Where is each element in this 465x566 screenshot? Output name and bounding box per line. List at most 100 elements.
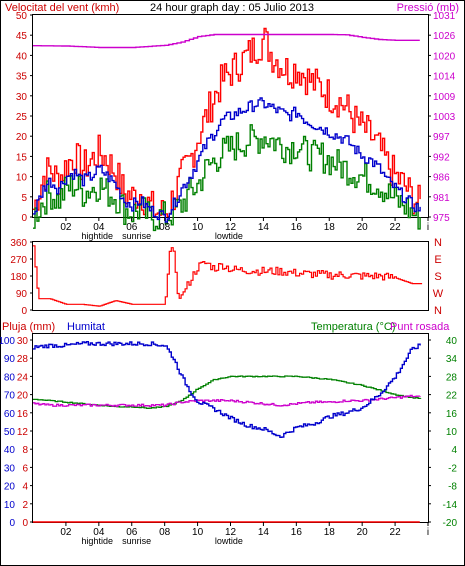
rain-axis-label: Pluja (mm) — [2, 321, 55, 333]
wind-x-tick-label: 12 — [225, 222, 237, 233]
temperature-x-tick-label: 18 — [324, 527, 336, 538]
pressure-tick-label: 1014 — [433, 72, 456, 83]
temperature-tick-label: 10 — [446, 427, 458, 438]
wind-x-tick-label: 08 — [159, 222, 171, 233]
temperature-x-tick-label: 02 — [60, 527, 72, 538]
direction-tick-label: 270 — [10, 255, 27, 266]
pressure-tick-label: 1003 — [433, 112, 456, 123]
temperature-tick-label: 22 — [446, 391, 458, 402]
temperature-x-tick-label: 22 — [390, 527, 402, 538]
wind-tick-label: 25 — [16, 112, 28, 123]
wind-speed-axis-label: Velocitat del vent (kmh) — [5, 2, 119, 14]
rain-tick-label: 16 — [17, 409, 29, 420]
generated-marks: 0510152025303540455097598198699299710031… — [0, 11, 457, 546]
wind-x-annotation: lowtide — [215, 231, 243, 241]
rain-tick-label: 12 — [17, 427, 29, 438]
compass-label: N — [434, 237, 442, 249]
pressure-tick-label: 992 — [433, 152, 450, 163]
wind-tick-label: 40 — [16, 51, 28, 62]
pressure-tick-label: 1026 — [433, 31, 456, 42]
direction-tick-label: 90 — [16, 289, 28, 300]
compass-label: W — [433, 288, 444, 300]
humidity-tick-label: 70 — [4, 391, 16, 402]
temperature-tick-label: -2 — [448, 463, 457, 474]
rain-tick-label: 24 — [17, 372, 29, 383]
wind-tick-label: 15 — [16, 152, 28, 163]
pressure-tick-label: 1009 — [433, 92, 456, 103]
temperature-tick-label: -8 — [448, 482, 457, 493]
wind-tick-label: 20 — [16, 132, 28, 143]
wind-tick-label: 45 — [16, 31, 28, 42]
chart-title: 24 hour graph day : 05 Julio 2013 — [150, 2, 314, 14]
wind-min-line — [33, 124, 421, 232]
dewpoint-line — [33, 394, 421, 407]
humidity-tick-label: 80 — [4, 372, 16, 383]
temperature-x-tick-label: 20 — [357, 527, 369, 538]
temperature-x-annotation: hightide — [81, 536, 113, 546]
temperature-x-tick-label: 14 — [258, 527, 270, 538]
pressure-line — [33, 33, 420, 49]
temperature-x-tick-label: 08 — [159, 527, 171, 538]
temperature-axis-label: Temperatura (°C) — [311, 321, 395, 333]
wind-x-tick-label: 18 — [324, 222, 336, 233]
wind-tick-label: 5 — [21, 193, 27, 204]
temperature-tick-label: 40 — [446, 336, 458, 347]
rain-tick-label: 6 — [22, 463, 28, 474]
dewpoint-axis-label: Punt rosada — [390, 321, 450, 333]
pressure-tick-label: 981 — [433, 193, 450, 204]
wind-x-tick-label: 06 — [126, 222, 138, 233]
direction-tick-label: 360 — [10, 238, 27, 249]
temperature-x-tick-label: 10 — [192, 527, 204, 538]
humidity-tick-label: 10 — [4, 500, 16, 511]
humidity-tick-label: 90 — [4, 354, 16, 365]
pressure-tick-label: 1020 — [433, 51, 456, 62]
temperature-line — [33, 375, 422, 410]
pressure-tick-label: 986 — [433, 173, 450, 184]
compass-label: S — [434, 271, 441, 283]
temperature-tick-label: 16 — [446, 409, 458, 420]
humidity-tick-label: 20 — [4, 482, 16, 493]
temperature-x-tick-label: i — [427, 527, 429, 538]
wind-x-tick-label: 04 — [93, 222, 105, 233]
compass-label: E — [434, 254, 441, 266]
wind-x-annotation: sunrise — [122, 231, 151, 241]
pressure-axis-label: Pressió (mb) — [397, 2, 459, 14]
temperature-x-annotation: sunrise — [122, 536, 151, 546]
direction-tick-label: 0 — [21, 306, 27, 317]
temperature-tick-label: 34 — [446, 354, 458, 365]
rain-tick-label: 4 — [22, 482, 28, 493]
temperature-tick-label: -14 — [443, 500, 458, 511]
wind-tick-label: 50 — [16, 11, 28, 22]
humidity-line — [33, 341, 421, 438]
pressure-tick-label: 1031 — [433, 11, 456, 22]
humidity-tick-label: 40 — [4, 445, 16, 456]
humidity-tick-label: 100 — [0, 336, 15, 347]
wind-x-tick-label: 02 — [60, 222, 72, 233]
rain-tick-label: 0 — [22, 518, 28, 529]
temperature-x-annotation: lowtide — [215, 536, 243, 546]
compass-label: N — [434, 305, 442, 317]
wind-tick-label: 0 — [21, 213, 27, 224]
temperature-x-tick-label: 16 — [291, 527, 303, 538]
direction-tick-label: 180 — [10, 272, 27, 283]
wind-x-tick-label: 22 — [390, 222, 402, 233]
wind-x-tick-label: 20 — [357, 222, 369, 233]
rain-tick-label: 2 — [22, 500, 28, 511]
temperature-tick-label: 4 — [451, 445, 457, 456]
rain-tick-label: 20 — [17, 391, 29, 402]
temperature-x-tick-label: 06 — [126, 527, 138, 538]
wind-x-tick-label: 10 — [192, 222, 204, 233]
temperature-x-tick-label: 04 — [93, 527, 105, 538]
wind-tick-label: 30 — [16, 92, 28, 103]
rain-tick-label: 8 — [22, 445, 28, 456]
temperature-tick-label: -20 — [443, 518, 458, 529]
wind-x-tick-label: 16 — [291, 222, 303, 233]
pressure-tick-label: 975 — [433, 213, 450, 224]
wind-average-line — [33, 97, 421, 223]
humidity-tick-label: 0 — [9, 518, 15, 529]
wind-x-tick-label: i — [427, 222, 429, 233]
wind-x-annotation: hightide — [81, 231, 113, 241]
wind-x-tick-label: 14 — [258, 222, 270, 233]
